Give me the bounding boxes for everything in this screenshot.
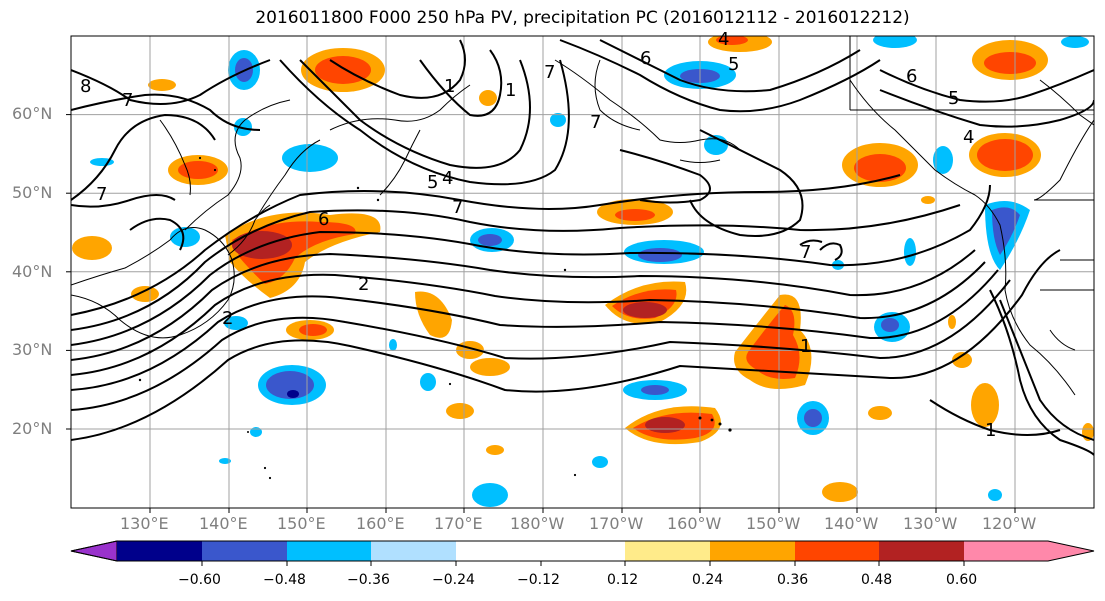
contour-label: 4 (963, 127, 974, 148)
lon-label: 120°W (982, 514, 1037, 533)
contour-label: 8 (80, 76, 91, 97)
colorbar-segment (625, 541, 710, 561)
colorbar-outline (70, 540, 1095, 562)
colorbar-tick-label: −0.36 (347, 572, 390, 588)
lon-label: 160°W (667, 514, 722, 533)
lat-label: 60°N (12, 104, 53, 123)
colorbar-segment (879, 541, 964, 561)
colorbar-tick-label: −0.60 (178, 572, 221, 588)
colorbar-segment (456, 541, 541, 561)
colorbar-tick-label: −0.12 (517, 572, 560, 588)
contour-label: 7 (96, 184, 107, 205)
colorbar-tick-label: 0.36 (777, 572, 809, 588)
contour-label: 7 (800, 242, 811, 263)
lon-label: 180°W (510, 514, 565, 533)
colorbar-segment (795, 541, 879, 561)
contour-label: 7 (122, 90, 133, 111)
colorbar (70, 540, 1095, 566)
pv-contours (71, 39, 1094, 456)
contour-label: 4 (442, 168, 453, 189)
lon-label: 130°W (903, 514, 958, 533)
contour-labels: 8 7 7 5 4 7 6 1 1 2 7 6 5 4 7 6 5 4 7 2 … (80, 29, 996, 441)
colorbar-tick-label: 0.60 (946, 572, 978, 588)
lat-label: 30°N (12, 340, 53, 359)
colorbar-tick-label: 0.12 (607, 572, 639, 588)
colorbar-tick-label: −0.48 (263, 572, 306, 588)
lon-label: 150°E (277, 514, 326, 533)
contour-label: 6 (318, 209, 329, 230)
lon-label: 140°W (824, 514, 879, 533)
coastlines (71, 36, 1094, 396)
colorbar-segment (371, 541, 456, 561)
lon-label: 170°W (589, 514, 644, 533)
colorbar-segment (202, 541, 287, 561)
lon-label: 170°E (434, 514, 483, 533)
precip-negative-shading (90, 36, 1089, 507)
lat-label: 40°N (12, 262, 53, 281)
map-title: 2016011800 F000 250 hPa PV, precipitatio… (255, 8, 910, 28)
contour-label: 7 (452, 197, 463, 218)
lon-label: 140°E (199, 514, 248, 533)
lon-label: 150°W (746, 514, 801, 533)
axis-ticks (66, 114, 1016, 513)
colorbar-segment (287, 541, 371, 561)
contour-label: 1 (444, 76, 455, 97)
contour-label: 2 (222, 308, 233, 329)
contour-label: 1 (505, 80, 516, 101)
lon-label: 160°E (356, 514, 405, 533)
contour-label: 2 (358, 274, 369, 295)
contour-label: 5 (948, 88, 959, 109)
colorbar-tick-label: −0.24 (432, 572, 475, 588)
contour-label: 5 (728, 54, 739, 75)
colorbar-segment (710, 541, 795, 561)
contour-label: 1 (985, 420, 996, 441)
colorbar-segment (117, 541, 202, 561)
lat-label: 20°N (12, 419, 53, 438)
contour-label: 7 (544, 62, 555, 83)
contour-label: 4 (718, 29, 729, 50)
colorbar-extend-low (70, 540, 118, 562)
contour-label: 7 (590, 112, 601, 133)
contour-label: 6 (906, 66, 917, 87)
lon-label: 130°E (120, 514, 169, 533)
contour-label: 6 (640, 48, 651, 69)
contour-label: 1 (800, 336, 811, 357)
lat-label: 50°N (12, 183, 53, 202)
contour-label: 5 (427, 172, 438, 193)
colorbar-extend-high (964, 541, 1094, 561)
colorbar-segment (541, 541, 625, 561)
colorbar-tick-label: 0.24 (692, 572, 724, 588)
colorbar-tick-label: 0.48 (861, 572, 893, 588)
